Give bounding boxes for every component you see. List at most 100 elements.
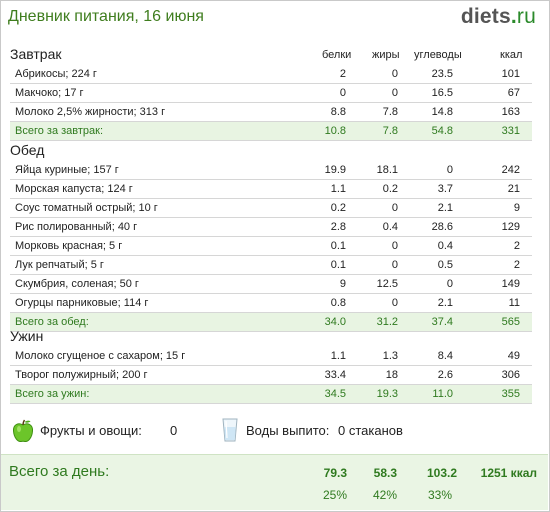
meal-total-label: Всего за обед:	[15, 316, 89, 328]
fruits-label: Фрукты и овощи:	[40, 423, 142, 438]
food-name: Морковь красная; 5 г	[15, 240, 123, 252]
food-fat: 0	[391, 68, 398, 80]
column-header-kcal: ккал	[500, 49, 523, 61]
food-kcal: 129	[501, 221, 520, 233]
glass-icon	[222, 418, 238, 442]
food-name: Скумбрия, соленая; 50 г	[15, 278, 139, 290]
food-row[interactable]: Яйца куриные; 157 г 19.9 18.1 0 242	[10, 161, 532, 180]
food-name: Молоко 2,5% жирности; 313 г	[15, 106, 166, 118]
meal-total-row: Всего за завтрак: 10.8 7.8 54.8 331	[10, 122, 532, 141]
food-kcal: 242	[501, 164, 520, 176]
meal-total-carbs: 37.4	[431, 316, 453, 328]
day-fat-percent: 42%	[372, 488, 397, 502]
food-carbs: 16.5	[431, 87, 453, 99]
food-fat: 12.5	[376, 278, 398, 290]
meal-total-protein: 10.8	[324, 125, 346, 137]
food-fat: 18.1	[376, 164, 398, 176]
food-kcal: 21	[507, 183, 520, 195]
food-protein: 0.2	[330, 202, 346, 214]
food-kcal: 11	[508, 297, 520, 309]
food-kcal: 9	[513, 202, 520, 214]
day-protein-percent: 25%	[322, 488, 347, 502]
food-carbs: 2.1	[437, 297, 453, 309]
food-protein: 1.1	[330, 350, 346, 362]
food-row[interactable]: Макчоко; 17 г 0 0 16.5 67	[10, 84, 532, 103]
food-name: Огурцы парниковые; 114 г	[15, 297, 149, 309]
food-row[interactable]: Творог полужирный; 200 г 33.4 18 2.6 306	[10, 366, 532, 385]
food-kcal: 49	[507, 350, 520, 362]
food-fat: 0	[391, 202, 398, 214]
meal-total-kcal: 565	[501, 316, 520, 328]
food-name: Абрикосы; 224 г	[15, 68, 97, 80]
day-total-label: Всего за день:	[9, 463, 110, 480]
extras-bar: Фрукты и овощи: 0 Воды выпито: 0 стакано…	[0, 413, 550, 447]
food-protein: 0.8	[330, 297, 346, 309]
day-total-fat: 58.3	[373, 466, 397, 480]
food-row[interactable]: Соус томатный острый; 10 г 0.2 0 2.1 9	[10, 199, 532, 218]
food-carbs: 0.4	[437, 240, 453, 252]
column-header-fat: жиры	[372, 49, 400, 61]
food-carbs: 0	[446, 278, 453, 290]
meal-total-label: Всего за ужин:	[15, 388, 90, 400]
meal-total-fat: 19.3	[376, 388, 398, 400]
day-carbs-percent: 33%	[427, 488, 452, 502]
food-row[interactable]: Скумбрия, соленая; 50 г 9 12.5 0 149	[10, 275, 532, 294]
apple-icon	[12, 419, 34, 443]
food-name: Макчоко; 17 г	[15, 87, 84, 99]
day-total-kcal: 1251 ккал	[480, 466, 537, 480]
food-kcal: 2	[513, 259, 520, 271]
fruits-value: 0	[170, 423, 178, 438]
logo-dot: .	[510, 5, 517, 28]
food-carbs: 8.4	[437, 350, 453, 362]
food-row[interactable]: Морская капуста; 124 г 1.1 0.2 3.7 21	[10, 180, 532, 199]
logo-main: diets	[460, 5, 511, 28]
page-title: Дневник питания, 16 июня	[8, 8, 204, 25]
meal-title: Ужин	[10, 328, 44, 344]
food-name: Молоко сгущеное с сахаром; 15 г	[15, 350, 186, 362]
food-kcal: 149	[501, 278, 520, 290]
food-fat: 0	[391, 259, 398, 271]
food-row[interactable]: Рис полированный; 40 г 2.8 0.4 28.6 129	[10, 218, 532, 237]
meal-total-label: Всего за завтрак:	[15, 125, 104, 137]
meal-title: Завтрак	[10, 46, 62, 62]
food-row[interactable]: Абрикосы; 224 г 2 0 23.5 101	[10, 65, 532, 84]
meal-title: Обед	[10, 142, 45, 158]
food-row[interactable]: Огурцы парниковые; 114 г 0.8 0 2.1 11	[10, 294, 532, 313]
food-fat: 7.8	[382, 106, 398, 118]
food-carbs: 2.6	[437, 369, 453, 381]
food-protein: 0.1	[330, 259, 346, 271]
food-name: Яйца куриные; 157 г	[15, 164, 119, 176]
food-protein: 9	[339, 278, 346, 290]
logo-tld: ru	[516, 5, 536, 28]
food-protein: 33.4	[324, 369, 346, 381]
meal-total-protein: 34.5	[324, 388, 346, 400]
food-row[interactable]: Молоко 2,5% жирности; 313 г 8.8 7.8 14.8 163	[10, 103, 532, 122]
food-protein: 1.1	[330, 183, 346, 195]
food-kcal: 163	[501, 106, 520, 118]
food-protein: 2.8	[330, 221, 346, 233]
food-fat: 0.4	[382, 221, 398, 233]
food-carbs: 0	[446, 164, 453, 176]
food-carbs: 0.5	[437, 259, 453, 271]
food-row[interactable]: Молоко сгущеное с сахаром; 15 г 1.1 1.3 8.4…	[10, 347, 532, 366]
food-fat: 0	[391, 297, 398, 309]
meal-total-carbs: 11.0	[432, 388, 453, 400]
meal-total-protein: 34.0	[324, 316, 346, 328]
food-protein: 8.8	[330, 106, 346, 118]
food-name: Лук репчатый; 5 г	[15, 259, 104, 271]
meal-total-carbs: 54.8	[431, 125, 453, 137]
food-protein: 0	[339, 87, 346, 99]
food-name: Рис полированный; 40 г	[15, 221, 138, 233]
day-total-carbs: 103.2	[426, 466, 457, 480]
food-row[interactable]: Лук репчатый; 5 г 0.1 0 0.5 2	[10, 256, 532, 275]
day-total-panel: Всего за день: 79.3 58.3 103.2 1251 ккал…	[1, 454, 548, 510]
food-fat: 0	[391, 87, 398, 99]
food-fat: 18	[385, 369, 398, 381]
water-label: Воды выпито:	[246, 423, 330, 438]
meal-total-kcal: 331	[501, 125, 520, 137]
meal-total-kcal: 355	[501, 388, 520, 400]
food-row[interactable]: Морковь красная; 5 г 0.1 0 0.4 2	[10, 237, 532, 256]
site-logo[interactable]: diets.ru	[461, 5, 536, 29]
water-value: 0 стаканов	[338, 423, 403, 438]
food-kcal: 306	[501, 369, 520, 381]
